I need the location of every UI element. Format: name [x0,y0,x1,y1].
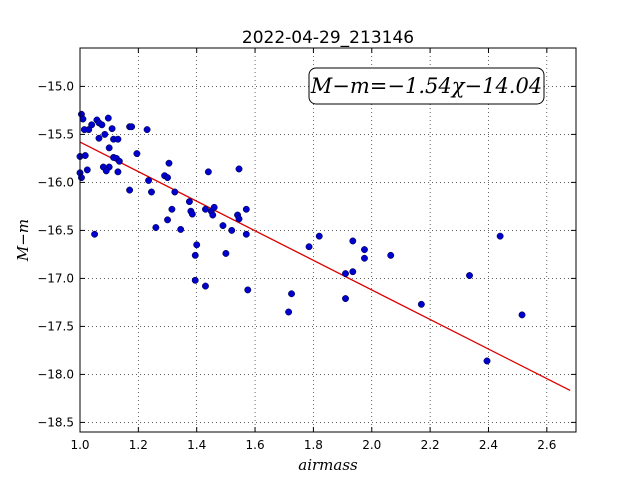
data-point [101,130,109,138]
y-tick-label: −16.5 [37,223,74,237]
data-point [244,286,252,294]
x-axis-label: airmass [298,456,358,474]
data-point [83,166,91,174]
data-point [164,174,171,182]
data-point [148,188,155,196]
data-point [483,357,491,365]
plot-frame [79,47,577,433]
data-point [79,115,87,123]
y-tick-label: −15.5 [37,127,74,141]
data-point [104,114,112,122]
data-point [466,272,473,279]
x-tick-label: 2.6 [537,438,556,452]
data-point [114,135,122,143]
fit-equation-frame [308,67,545,105]
data-point [165,159,173,167]
data-point [210,203,218,211]
data-point [128,123,136,131]
y-tick-label: −18.0 [37,367,74,381]
data-point [342,270,349,278]
x-tick-label: 1.6 [246,438,265,452]
data-point [518,311,526,319]
data-point [168,205,176,213]
x-tick-label: 1.2 [129,438,148,452]
chart-title: 2022-04-29_213146 [242,28,414,48]
data-point [114,168,122,176]
y-tick-label: −17.0 [37,271,74,285]
data-point [222,249,230,257]
y-tick-label: −15.0 [37,79,74,93]
data-point [285,308,293,316]
data-point [126,186,134,194]
ticks-layer: 1.0 1.2 1.4 1.6 1.8 2.0 2.2 2.4 2.6 −15.0 −15.5 −16… [37,48,576,452]
data-point [98,121,106,129]
x-tick-label: 1.8 [304,438,323,452]
data-point [204,168,212,176]
data-point [177,225,185,233]
data-point [202,205,209,213]
fit-line-layer [79,141,571,392]
fit-equation-text: M−m=−1.54χ−14.04 [310,74,542,98]
data-point [235,215,243,223]
data-point [242,230,250,238]
data-point [361,254,368,262]
data-point [185,198,193,206]
data-point [95,134,103,142]
y-tick-label: −18.5 [37,415,74,429]
data-point [145,177,153,184]
data-point [349,268,357,276]
y-tick-label: −17.5 [37,319,74,333]
data-point [235,165,243,173]
data-point [88,121,96,129]
y-axis-label: M−m [14,219,32,262]
data-point [105,144,113,152]
data-point [108,125,116,133]
data-point [342,295,349,303]
data-point [143,126,151,134]
data-point [133,150,141,158]
data-point [349,237,357,245]
data-point [102,167,110,175]
data-point [387,251,395,259]
data-point [417,300,425,308]
y-tick-label: −16.0 [37,175,74,189]
data-point [202,282,209,290]
data-point [315,232,323,240]
data-point [219,222,227,230]
data-point [209,211,217,219]
fit-line [79,141,571,392]
data-point [188,210,196,218]
fit-equation-box: M−m=−1.54χ−14.04 [308,67,545,105]
x-tick-label: 2.2 [421,438,440,452]
data-point [191,276,199,284]
x-tick-label: 1.4 [187,438,206,452]
data-point [152,224,160,231]
data-point [288,290,295,298]
x-tick-label: 1.0 [70,438,89,452]
data-point [305,243,313,251]
x-tick-label: 2.0 [362,438,381,452]
data-point [361,246,368,254]
data-point [78,174,85,182]
data-point [193,241,201,249]
data-point [496,232,504,240]
data-point [242,205,250,213]
x-tick-label: 2.4 [479,438,498,452]
data-point [91,230,99,238]
data-point [81,152,89,159]
points-layer [76,110,526,365]
data-point [164,216,171,224]
data-point [191,251,199,259]
data-point [171,188,179,196]
data-point [228,226,236,234]
grid-layer [79,48,576,432]
data-point [115,157,123,165]
